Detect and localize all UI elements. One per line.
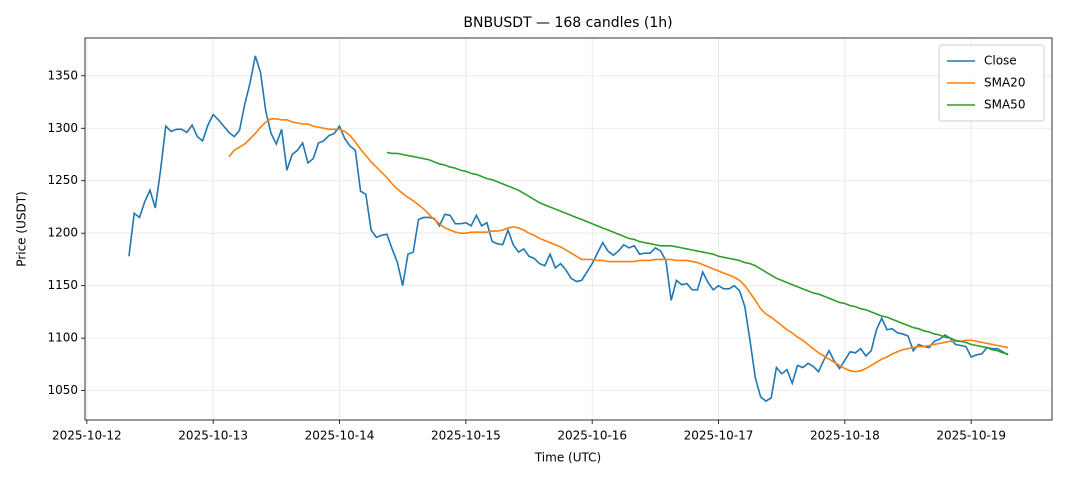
x-tick-label: 2025-10-14 bbox=[305, 429, 375, 443]
x-tick-label: 2025-10-16 bbox=[557, 429, 627, 443]
y-tick-label: 1350 bbox=[47, 68, 78, 82]
legend-label: SMA50 bbox=[984, 98, 1025, 112]
y-tick-label: 1200 bbox=[47, 226, 78, 240]
y-tick-label: 1100 bbox=[47, 331, 78, 345]
x-tick-label: 2025-10-12 bbox=[52, 429, 122, 443]
y-axis-label: Price (USDT) bbox=[15, 191, 29, 266]
x-axis-label: Time (UTC) bbox=[534, 451, 601, 465]
y-tick-label: 1300 bbox=[47, 121, 78, 135]
y-tick-label: 1250 bbox=[47, 173, 78, 187]
axes-frame bbox=[84, 37, 1053, 421]
line-2 bbox=[386, 151, 1009, 355]
y-tick-label: 1150 bbox=[47, 278, 78, 292]
x-tick-label: 2025-10-17 bbox=[684, 429, 754, 443]
x-tick-label: 2025-10-13 bbox=[178, 429, 248, 443]
legend-label: SMA20 bbox=[984, 76, 1025, 90]
x-tick-label: 2025-10-15 bbox=[431, 429, 501, 443]
line-0 bbox=[128, 55, 1009, 403]
chart-title: BNBUSDT — 168 candles (1h) bbox=[463, 15, 672, 31]
x-tick-label: 2025-10-18 bbox=[810, 429, 880, 443]
y-tick-label: 1050 bbox=[47, 383, 78, 397]
line-1 bbox=[228, 118, 1009, 373]
legend: Close SMA20 SMA50 bbox=[938, 44, 1045, 122]
legend-label: Close bbox=[984, 54, 1017, 68]
x-tick-label: 2025-10-19 bbox=[936, 429, 1006, 443]
legend-box bbox=[938, 44, 1045, 122]
